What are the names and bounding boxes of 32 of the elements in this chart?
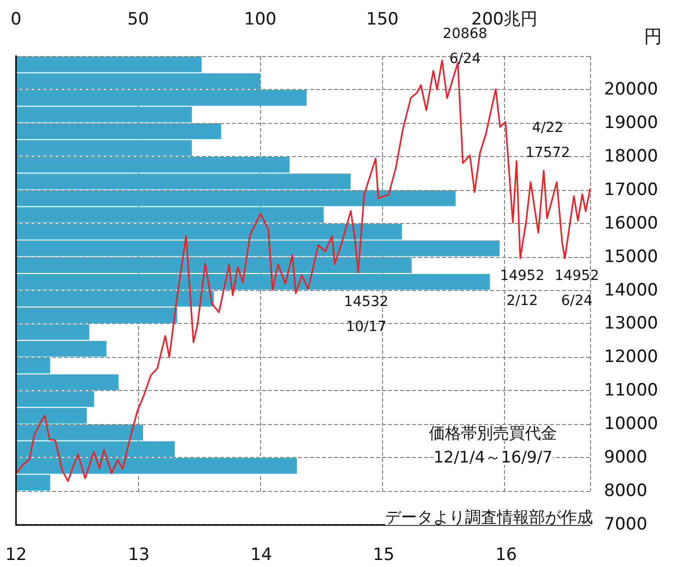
- y-tick-label: 16000: [604, 213, 658, 234]
- y-tick-label: 13000: [604, 314, 658, 334]
- annotation: 14952 2/12: [500, 268, 544, 309]
- y-axis-title: 円: [644, 26, 662, 48]
- y-tick-label: 11000: [604, 380, 658, 401]
- y-tick-label: 15000: [604, 246, 658, 267]
- x-tick-label: 12: [5, 545, 27, 565]
- x-tick-label: 100: [244, 10, 276, 30]
- x-tick-label: 16: [495, 545, 517, 565]
- x-tick-label: 150: [366, 10, 399, 30]
- y-tick-label: 19000: [604, 112, 658, 133]
- annotation: 20868 6/24: [442, 26, 488, 67]
- y-tick-label: 12000: [604, 347, 658, 368]
- annotation: 4/22 17572: [525, 120, 570, 162]
- y-tick-label: 18000: [604, 146, 658, 166]
- annotation: データより調査情報部が作成: [385, 508, 593, 526]
- annotation: 14952 6/24: [554, 268, 600, 309]
- y-tick-label: 7000: [604, 514, 648, 534]
- x-tick-label: 14: [250, 545, 272, 565]
- y-tick-label: 10000: [604, 414, 658, 434]
- annotation: 価格帯別売買代金: [429, 424, 557, 442]
- annotation: 14532 10/17: [344, 294, 388, 335]
- annotation: 12/1/4～16/9/7: [434, 448, 552, 466]
- y-tick-label: 8000: [604, 481, 648, 502]
- y-tick-label: 9000: [604, 448, 648, 468]
- x-tick-label: 15: [372, 545, 394, 565]
- x-tick-label: 50: [127, 10, 149, 30]
- y-tick-label: 17000: [604, 180, 658, 200]
- x-tick-label: 0: [10, 10, 22, 30]
- y-tick-label: 14000: [604, 280, 658, 300]
- y-tick-label: 20000: [604, 79, 658, 100]
- x-tick-label: 13: [128, 545, 150, 565]
